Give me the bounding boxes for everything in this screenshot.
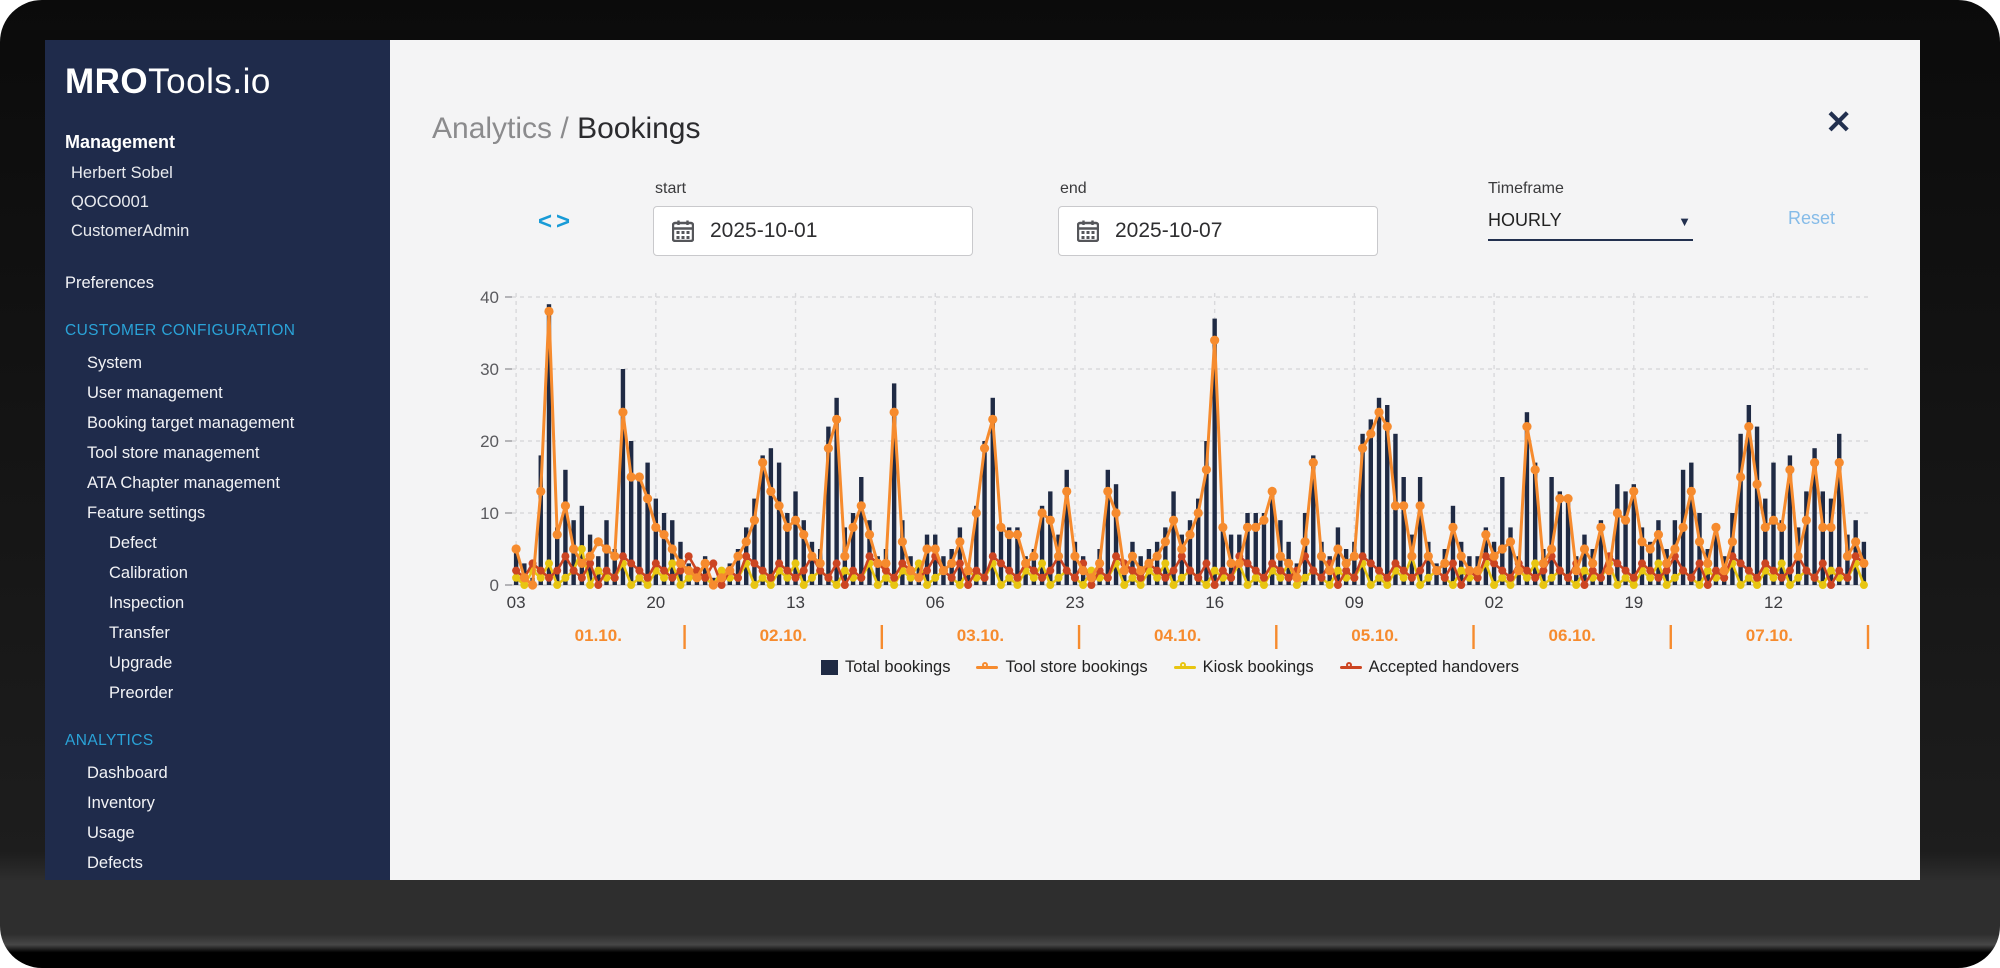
sidebar-item-defects[interactable]: Defects [87,854,143,872]
chevron-right-icon[interactable]: > [556,208,575,235]
sidebar-item-system[interactable]: System [87,354,143,372]
timeframe-select[interactable]: HOURLY ▼ [1488,210,1693,241]
legend-item-kiosk-bookings[interactable]: Kiosk bookings [1173,658,1314,677]
svg-text:03: 03 [507,593,526,612]
svg-text:30: 30 [480,360,499,379]
svg-text:02.10.: 02.10. [760,626,807,645]
legend-swatch-accepted [1339,662,1362,672]
svg-text:40: 40 [480,288,499,307]
page-title: Bookings [577,112,701,145]
legend-swatch-tool-store [976,662,999,672]
svg-text:20: 20 [480,432,499,451]
filter-controls: <> start 2025-10-01 end 2025-10-07 Timef… [390,168,1920,258]
svg-text:03.10.: 03.10. [957,626,1004,645]
legend-item-total-bookings[interactable]: Total bookings [820,658,951,677]
svg-text:06: 06 [926,593,945,612]
bookings-chart-canvas[interactable]: 0 10 20 30 40 03 20 13 06 23 16 09 02 19 12 01.10. 02.10… [460,285,1880,660]
sidebar: MROTools.io Management Herbert Sobel QOC… [45,40,390,880]
sidebar-item-upgrade[interactable]: Upgrade [109,654,173,672]
app-logo: MROTools.io [65,62,390,102]
svg-text:02: 02 [1485,593,1504,612]
caret-down-icon: ▼ [1678,214,1691,229]
svg-text:20: 20 [646,593,665,612]
timeframe-label: Timeframe [1488,180,1564,197]
start-date-input[interactable]: 2025-10-01 [653,206,973,256]
chevron-left-icon[interactable]: < [538,208,557,235]
svg-text:04.10.: 04.10. [1154,626,1201,645]
close-icon[interactable]: ✕ [1825,104,1852,140]
logo-bold: MRO [65,62,149,101]
app-window: MROTools.io Management Herbert Sobel QOC… [45,40,1920,880]
calendar-icon [1077,220,1099,242]
sidebar-item-inspection[interactable]: Inspection [109,594,185,612]
sidebar-item-inventory[interactable]: Inventory [87,794,155,812]
user-name: Herbert Sobel [71,164,173,182]
svg-text:05.10.: 05.10. [1351,626,1398,645]
sidebar-item-usage[interactable]: Usage [87,824,135,842]
legend-swatch-kiosk [1173,662,1196,672]
legend-label: Accepted handovers [1368,658,1520,676]
main-panel: Analytics / Bookings ✕ <> start 2025-10-… [390,40,1920,880]
legend-label: Total bookings [844,658,951,676]
svg-text:0: 0 [490,576,499,595]
sidebar-section-analytics[interactable]: ANALYTICS [65,732,154,749]
end-date-value: 2025-10-07 [1115,219,1223,242]
sidebar-item-preferences[interactable]: Preferences [65,274,154,292]
sidebar-item-feature-settings[interactable]: Feature settings [87,504,206,522]
logo-light: Tools.io [148,62,271,101]
svg-text:23: 23 [1065,593,1084,612]
sidebar-item-preorder[interactable]: Preorder [109,684,174,702]
sidebar-item-defect[interactable]: Defect [109,534,157,552]
chart-legend: Total bookings Tool store bookings Kiosk… [460,658,1880,677]
start-date-value: 2025-10-01 [710,219,818,242]
legend-swatch-total [820,660,838,675]
end-label: end [1060,180,1087,197]
svg-text:01.10.: 01.10. [575,626,622,645]
sidebar-item-calibration[interactable]: Calibration [109,564,188,582]
management-heading: Management [65,132,176,152]
legend-item-accepted-handovers[interactable]: Accepted handovers [1339,658,1520,677]
bookings-chart[interactable]: 0 10 20 30 40 03 20 13 06 23 16 09 02 19 12 01.10. 02.10… [460,285,1880,660]
svg-text:10: 10 [480,504,499,523]
timeframe-value: HOURLY [1488,210,1562,230]
customer-code: QOCO001 [71,193,149,211]
sidebar-item-transfer[interactable]: Transfer [109,624,170,642]
start-label: start [655,180,687,197]
sidebar-item-tool-store-management[interactable]: Tool store management [87,444,260,462]
legend-label: Tool store bookings [1005,658,1148,676]
date-pager: <> [538,208,574,236]
svg-text:13: 13 [786,593,805,612]
sidebar-item-user-management[interactable]: User management [87,384,223,402]
legend-label: Kiosk bookings [1202,658,1314,676]
svg-text:09: 09 [1345,593,1364,612]
end-date-input[interactable]: 2025-10-07 [1058,206,1378,256]
user-role: CustomerAdmin [71,222,190,240]
svg-text:07.10.: 07.10. [1746,626,1793,645]
sidebar-item-ata-chapter-management[interactable]: ATA Chapter management [87,474,280,492]
svg-text:16: 16 [1205,593,1224,612]
breadcrumb-parent[interactable]: Analytics / [432,112,569,145]
breadcrumb: Analytics / Bookings [432,112,700,146]
svg-text:19: 19 [1624,593,1643,612]
sidebar-item-booking-target-management[interactable]: Booking target management [87,414,295,432]
svg-text:06.10.: 06.10. [1549,626,1596,645]
calendar-icon [672,220,694,242]
sidebar-item-dashboard[interactable]: Dashboard [87,764,168,782]
svg-text:12: 12 [1764,593,1783,612]
reset-button[interactable]: Reset [1788,208,1836,228]
legend-item-tool-store-bookings[interactable]: Tool store bookings [976,658,1148,677]
sidebar-section-customer-configuration[interactable]: CUSTOMER CONFIGURATION [65,322,296,339]
